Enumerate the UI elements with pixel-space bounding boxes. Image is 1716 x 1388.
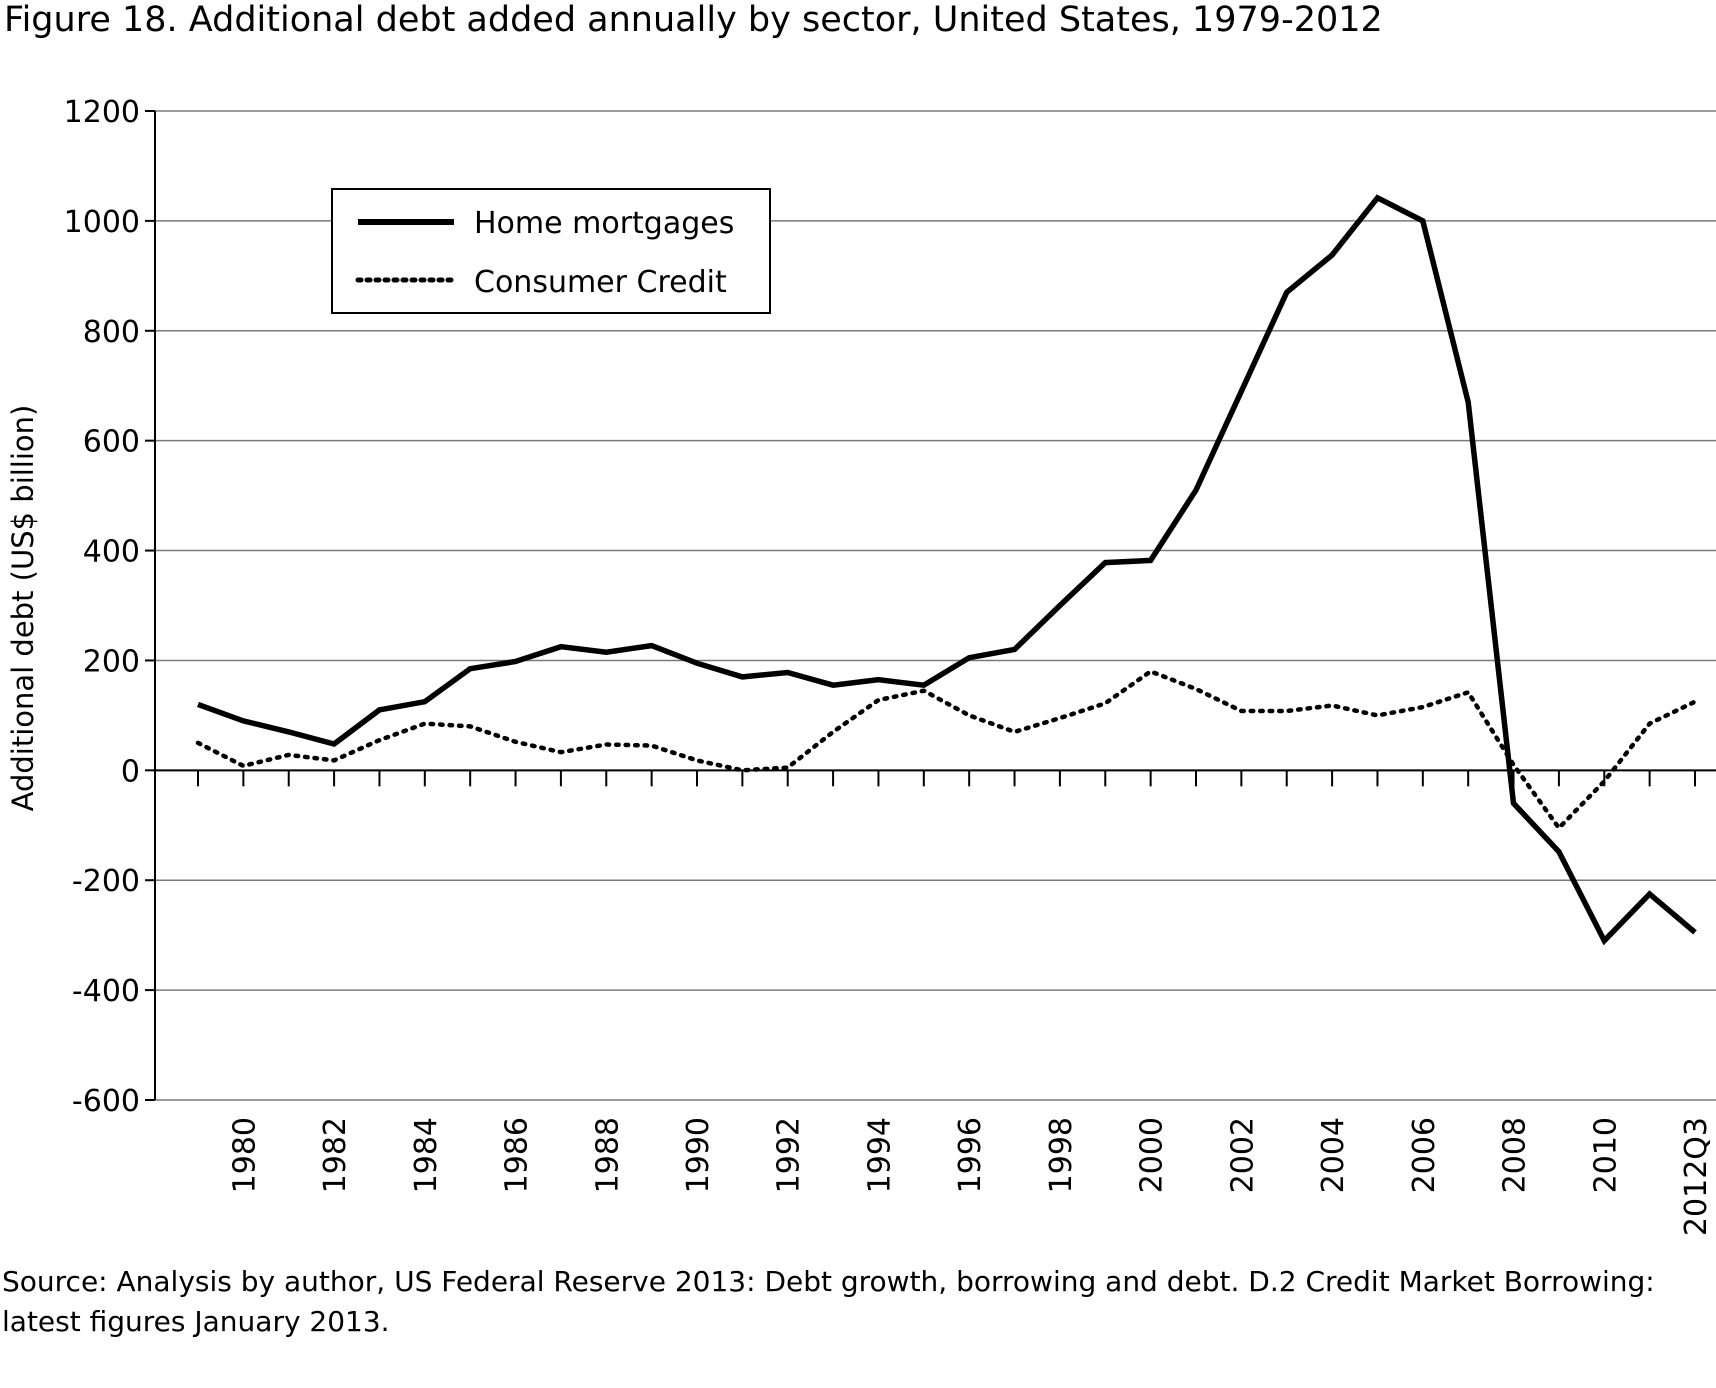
y-tick-label: 200 bbox=[83, 644, 140, 679]
figure-title: Figure 18. Additional debt added annuall… bbox=[4, 0, 1383, 40]
x-tick-label: 1992 bbox=[772, 1117, 807, 1193]
grid-lines bbox=[155, 110, 1716, 1101]
y-tick-label: -600 bbox=[72, 1084, 140, 1119]
x-tick-label: 2006 bbox=[1407, 1117, 1442, 1193]
y-tick-label: 1000 bbox=[64, 205, 140, 240]
y-tick-label: -200 bbox=[72, 864, 140, 899]
source-note: Source: Analysis by author, US Federal R… bbox=[2, 1265, 1655, 1338]
y-tick-label: 800 bbox=[83, 315, 140, 350]
legend-label-consumer-credit: Consumer Credit bbox=[474, 265, 727, 300]
y-tick-label: -400 bbox=[72, 974, 140, 1009]
x-tick-label: 2008 bbox=[1498, 1117, 1533, 1193]
x-tick-label: 1994 bbox=[862, 1117, 897, 1193]
x-tick-label: 1990 bbox=[681, 1117, 716, 1193]
y-axis-label: Additional debt (US$ billion) bbox=[6, 405, 40, 812]
y-axis-ticks: 1200 1000 800 600 400 200 0 -200 -400 -600 bbox=[64, 95, 156, 1119]
x-tick-label: 1982 bbox=[318, 1117, 353, 1193]
series-line-consumer-credit bbox=[195, 669, 1698, 831]
x-tick-label: 1998 bbox=[1044, 1117, 1079, 1193]
x-tick-label: 2010 bbox=[1588, 1117, 1623, 1193]
legend-box bbox=[331, 188, 771, 314]
y-tick-label: 400 bbox=[83, 535, 140, 570]
x-tick-label: 1986 bbox=[500, 1117, 535, 1193]
y-tick-label: 1200 bbox=[64, 95, 140, 130]
x-tick-label: 1996 bbox=[953, 1117, 988, 1193]
x-tick-label: 2000 bbox=[1135, 1117, 1170, 1193]
x-tick-label: 2002 bbox=[1225, 1117, 1260, 1193]
legend-label-home-mortgages: Home mortgages bbox=[474, 206, 734, 241]
x-tick-label: 1984 bbox=[409, 1117, 444, 1193]
x-tick-label: 1988 bbox=[590, 1117, 625, 1193]
x-tick-label: 1980 bbox=[227, 1117, 262, 1193]
legend: Home mortgages Consumer Credit bbox=[331, 188, 771, 314]
series-line-home-mortgages bbox=[197, 194, 1697, 946]
x-axis-ticks: 1980 1982 1984 1986 1988 1990 1992 1994 1996 1998… bbox=[197, 770, 1714, 1236]
series-lines bbox=[195, 194, 1698, 946]
x-tick-label: 2012Q3 bbox=[1679, 1117, 1714, 1236]
y-tick-label: 0 bbox=[121, 754, 140, 789]
y-tick-label: 600 bbox=[83, 425, 140, 460]
x-tick-label: 2004 bbox=[1316, 1117, 1351, 1193]
